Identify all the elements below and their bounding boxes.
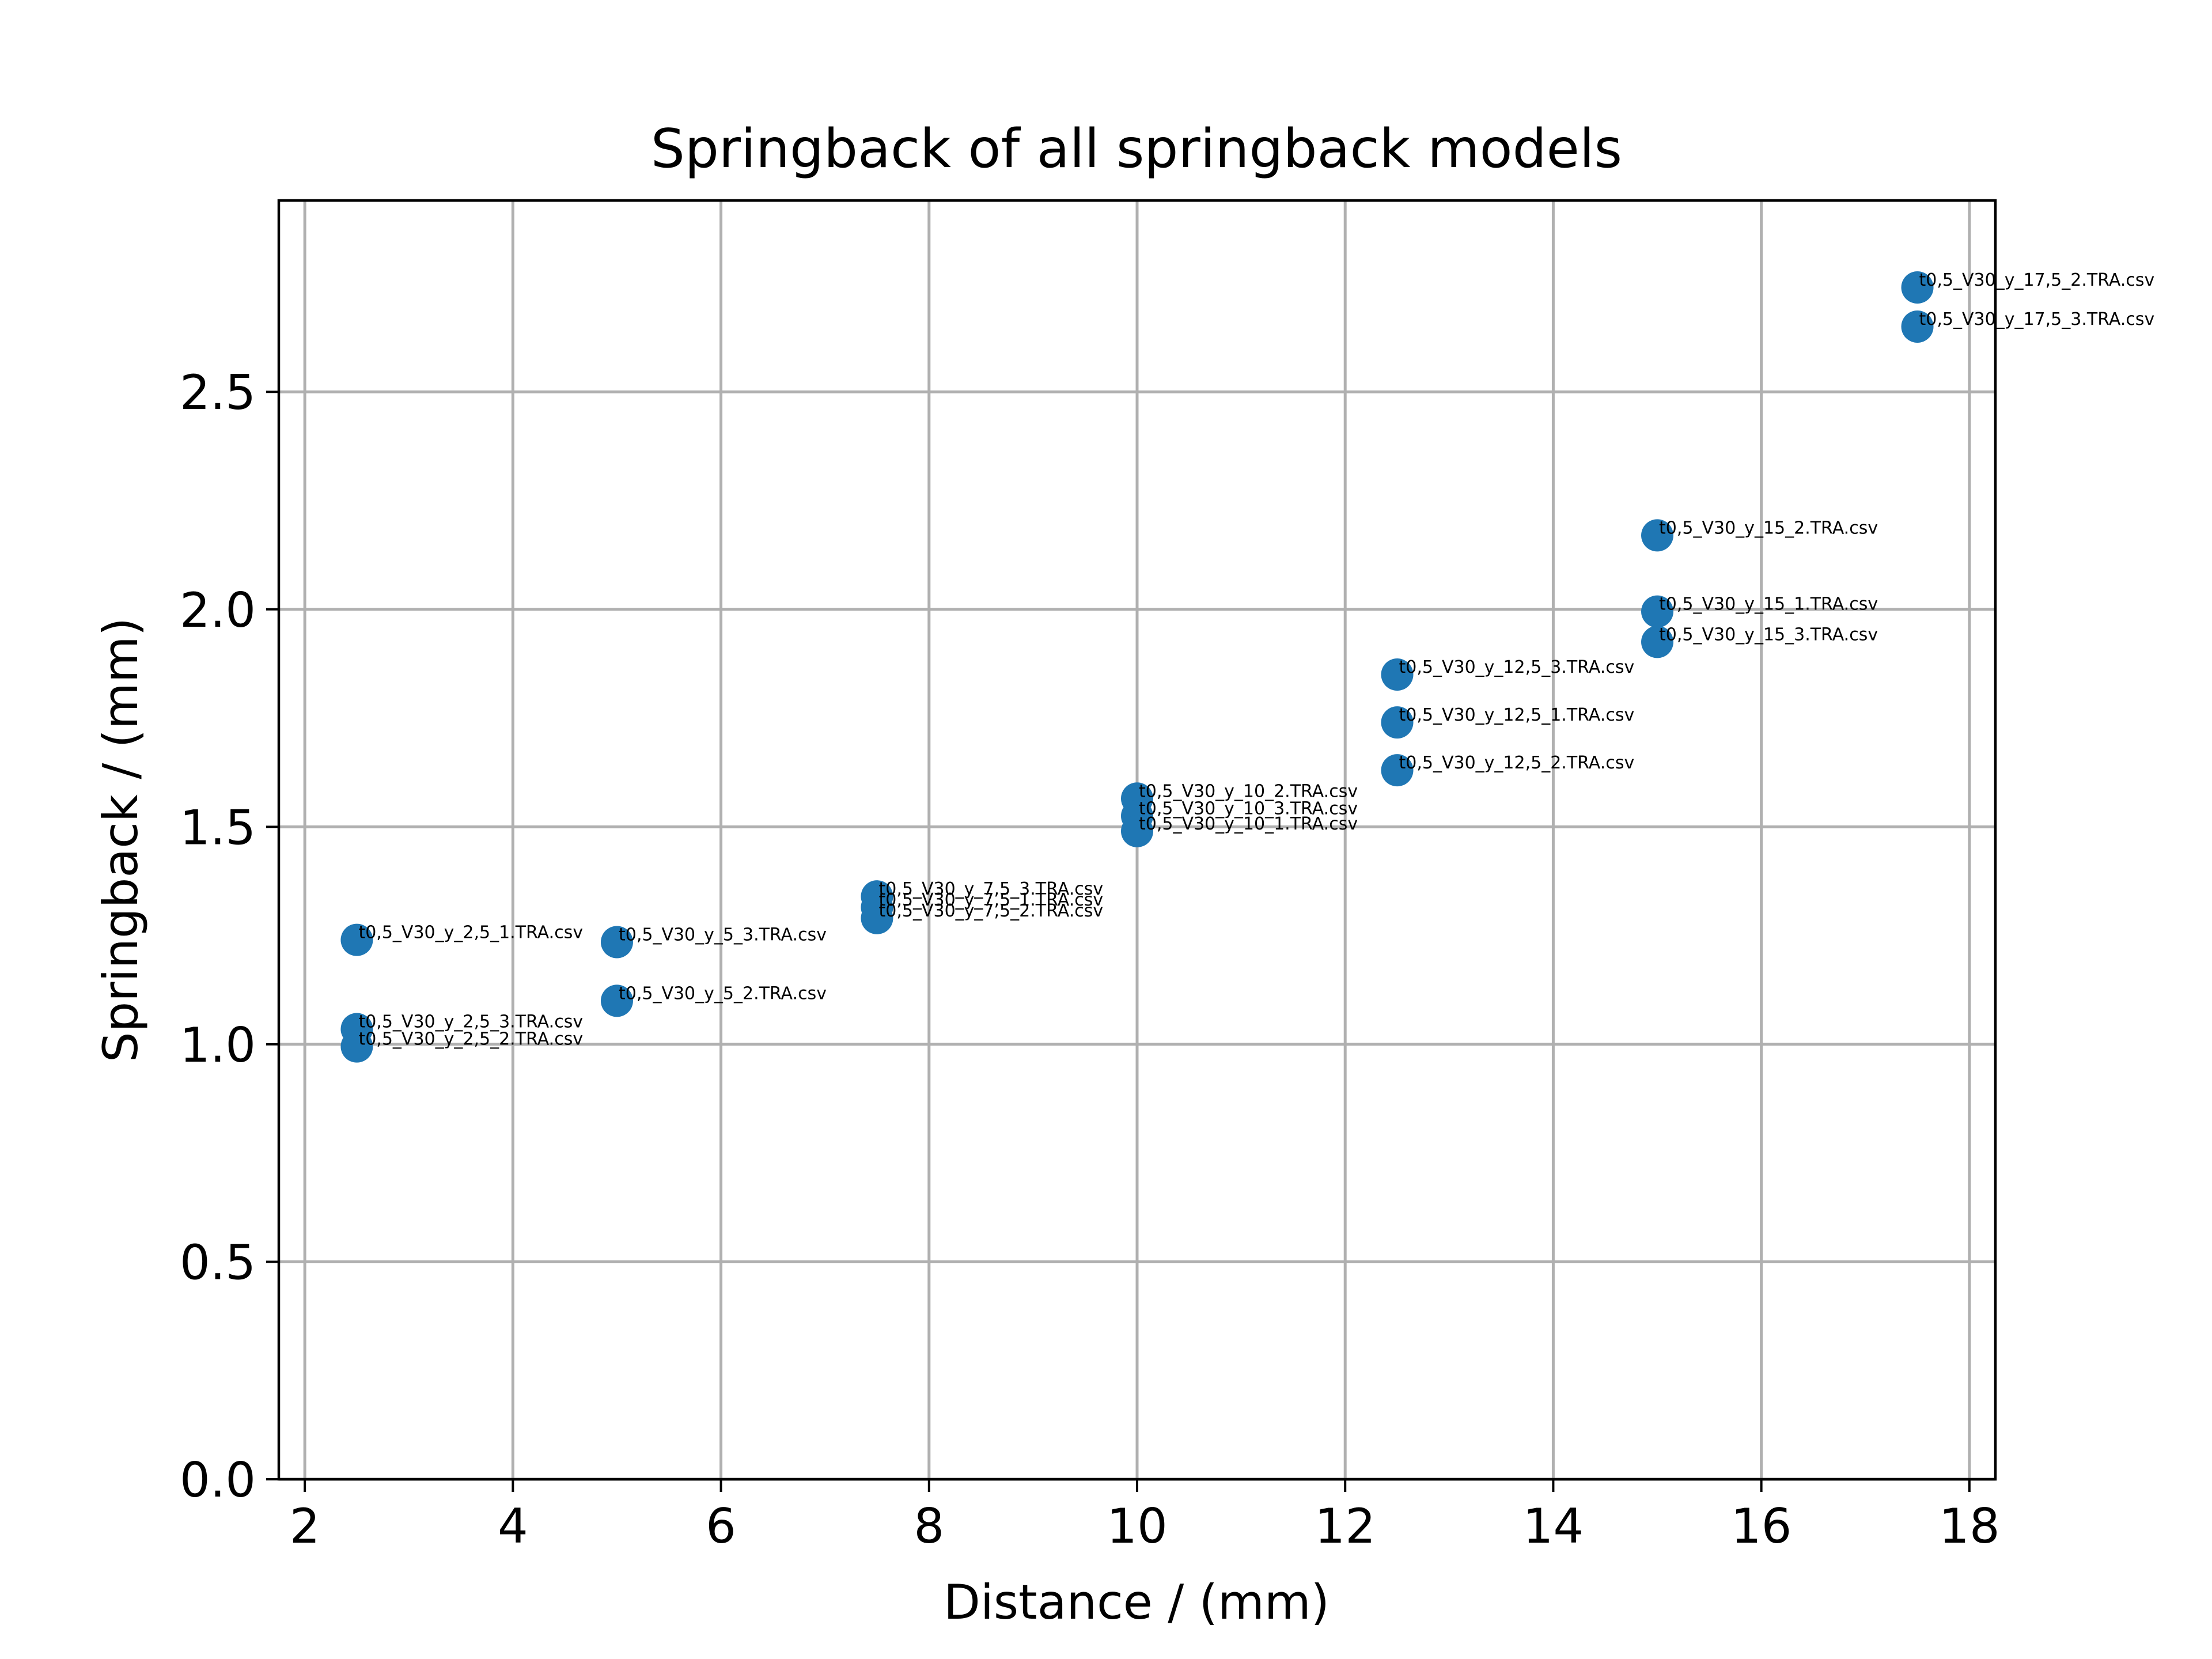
point-label: t0,5_V30_y_10_3.TRA.csv	[1139, 798, 1358, 819]
scatter-point	[340, 923, 373, 956]
x-tick-label: 16	[1731, 1498, 1792, 1554]
scatter-point	[1641, 626, 1674, 658]
x-tick-label: 10	[1107, 1498, 1168, 1554]
point-label: t0,5_V30_y_10_1.TRA.csv	[1139, 814, 1358, 834]
y-tick-label: 0.5	[180, 1234, 256, 1290]
point-label: t0,5_V30_y_2,5_3.TRA.csv	[358, 1012, 583, 1032]
scatter-point	[1381, 658, 1414, 691]
point-label: t0,5_V30_y_15_1.TRA.csv	[1659, 594, 1878, 615]
y-tick-label: 2.0	[180, 582, 256, 638]
scatter-point	[1121, 815, 1153, 847]
point-label: t0,5_V30_y_10_2.TRA.csv	[1139, 781, 1358, 801]
x-tick-label: 6	[706, 1498, 736, 1554]
scatter-point	[1381, 754, 1414, 787]
scatter-point	[1901, 310, 1934, 343]
scatter-point	[1381, 706, 1414, 739]
y-tick-label: 1.0	[180, 1017, 256, 1073]
point-label: t0,5_V30_y_12,5_2.TRA.csv	[1399, 753, 1635, 773]
x-tick-label: 18	[1939, 1498, 2000, 1554]
y-tick-label: 1.5	[180, 800, 256, 855]
point-label: t0,5_V30_y_12,5_3.TRA.csv	[1399, 657, 1635, 677]
point-label: t0,5_V30_y_5_2.TRA.csv	[619, 983, 827, 1003]
point-label: t0,5_V30_y_17,5_3.TRA.csv	[1919, 309, 2155, 329]
scatter-point	[600, 926, 633, 959]
point-labels: t0,5_V30_y_2,5_1.TRA.csv t0,5_V30_y_2,5_3…	[358, 270, 2154, 1050]
chart-title: Springback of all springback models	[651, 118, 1622, 180]
point-label: t0,5_V30_y_7,5_2.TRA.csv	[878, 901, 1103, 921]
scatter-point	[1901, 271, 1934, 304]
y-tick-label: 2.5	[180, 365, 256, 421]
point-label: t0,5_V30_y_7,5_1.TRA.csv	[878, 890, 1103, 910]
point-label: t0,5_V30_y_7,5_3.TRA.csv	[878, 879, 1103, 899]
point-label: t0,5_V30_y_2,5_2.TRA.csv	[358, 1029, 583, 1050]
data-points	[340, 271, 1934, 1063]
x-tick-label: 2	[290, 1498, 320, 1554]
y-axis-label: Springback / (mm)	[93, 618, 149, 1062]
x-tick-label: 4	[498, 1498, 528, 1554]
point-label: t0,5_V30_y_17,5_2.TRA.csv	[1919, 270, 2155, 290]
point-label: t0,5_V30_y_15_2.TRA.csv	[1659, 518, 1878, 538]
x-tick-label: 12	[1315, 1498, 1376, 1554]
scatter-point	[1641, 595, 1674, 628]
point-label: t0,5_V30_y_2,5_1.TRA.csv	[358, 923, 583, 943]
y-tick-label: 0.0	[180, 1452, 256, 1508]
x-axis-label: Distance / (mm)	[944, 1574, 1330, 1630]
axis-ticks: 2 4 6 8 10 12 14 16 18 0.0 0.5 1.0 1.5 2.0 2.5	[180, 365, 2000, 1554]
plot-frame	[277, 199, 1997, 1481]
x-tick-label: 14	[1523, 1498, 1584, 1554]
x-tick-label: 8	[914, 1498, 944, 1554]
scatter-point	[1641, 519, 1674, 552]
point-label: t0,5_V30_y_15_3.TRA.csv	[1659, 624, 1878, 645]
scatter-point	[340, 1030, 373, 1063]
scatter-point	[600, 984, 633, 1017]
point-label: t0,5_V30_y_5_3.TRA.csv	[619, 925, 827, 945]
point-label: t0,5_V30_y_12,5_1.TRA.csv	[1399, 705, 1635, 725]
scatter-point	[861, 902, 893, 934]
